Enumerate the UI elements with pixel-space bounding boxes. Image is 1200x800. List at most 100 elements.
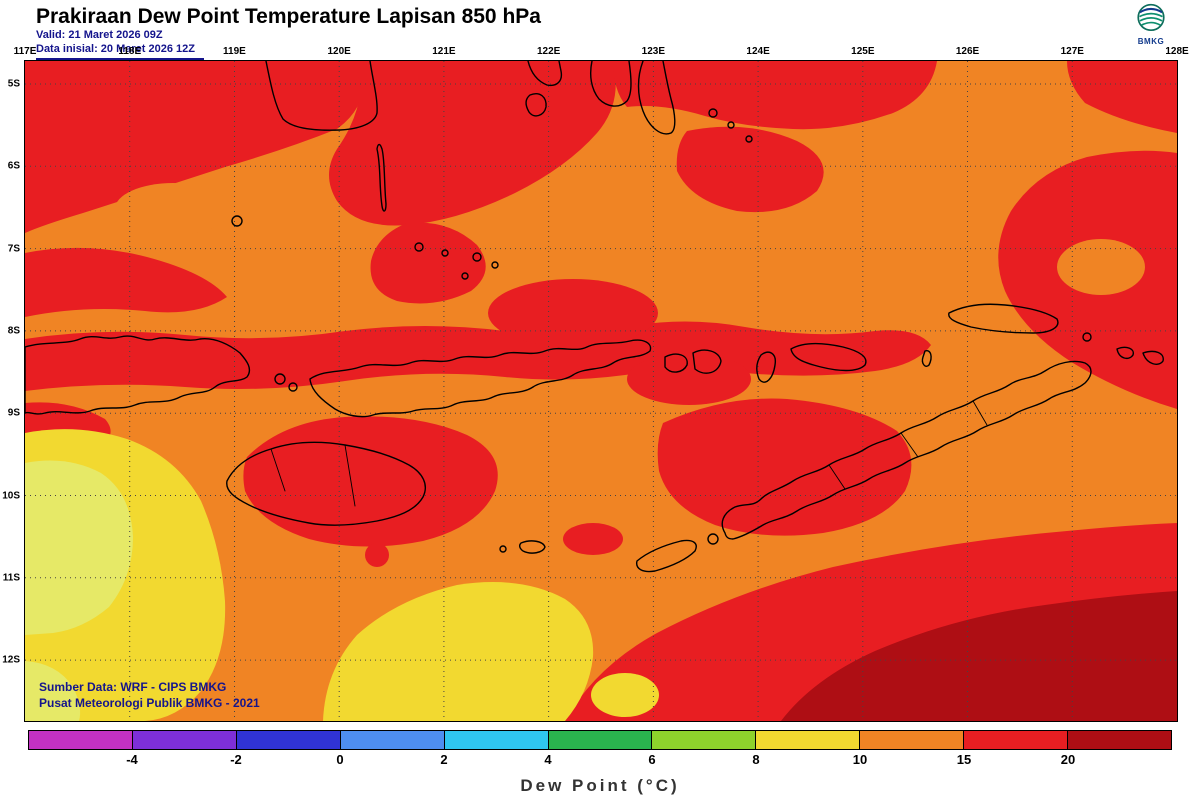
coastline-semau (707, 533, 719, 545)
gridlines (25, 61, 1177, 721)
timor-internal-boundary (900, 432, 919, 458)
dewpoint-map: Sumber Data: WRF - CIPS BMKG Pusat Meteo… (25, 61, 1177, 721)
latitude-label: 10S (2, 490, 20, 501)
coastline-kabaena (525, 93, 547, 117)
coastline-moa (1142, 350, 1164, 365)
credit-org: Pusat Meteorologi Publik BMKG - 2021 (39, 696, 260, 710)
coastlines (25, 61, 1164, 573)
colorbar-segment (756, 731, 861, 749)
bmkg-logo: BMKG (1128, 3, 1174, 46)
coastline-islet (727, 121, 735, 129)
legend: -4 -2 0 2 4 6 8 10 15 20 Dew Point (°C) (28, 730, 1172, 796)
colorbar (28, 730, 1172, 750)
map-area: 117E 118E 119E 120E 121E 122E 123E 124E 125E 126E… (2, 46, 1189, 722)
colorbar-tick-label: 20 (1060, 752, 1076, 767)
coastline-sumba (226, 441, 427, 526)
coastline-buton (637, 61, 676, 135)
colorbar-tick-label: -2 (230, 752, 242, 767)
credit-source: Sumber Data: WRF - CIPS BMKG (39, 680, 226, 694)
longitude-label: 117E (13, 46, 37, 57)
coastline-raijua (499, 545, 507, 553)
colorbar-segment (132, 731, 237, 749)
colorbar-ticks: -4 -2 0 2 4 6 8 10 15 20 (28, 752, 1172, 770)
colorbar-tick-label: 0 (336, 752, 344, 767)
coastline-selayar (376, 143, 387, 212)
bmkg-logo-text: BMKG (1137, 37, 1165, 46)
coastline-rinca (288, 382, 298, 392)
latitude-label: 8S (7, 325, 20, 337)
latitude-label: 5S (7, 78, 20, 90)
coastline-adonara (664, 353, 688, 373)
colorbar-segment (444, 731, 549, 749)
colorbar-segment (860, 731, 965, 749)
coastline-wetar (948, 303, 1059, 334)
latitude-label: 11S (2, 572, 20, 584)
colorbar-tick-label: 10 (852, 752, 868, 767)
header-rule (36, 58, 204, 61)
latitude-label: 7S (7, 243, 20, 255)
colorbar-tick-label: 8 (752, 752, 760, 767)
coastline-savu (519, 540, 546, 554)
coastline-islet (708, 108, 718, 118)
sumba-internal-boundary (270, 448, 286, 492)
colorbar-tick-label: 4 (544, 752, 552, 767)
longitude-label: 123E (641, 46, 666, 57)
coastline-se-sulawesi (527, 61, 563, 87)
latitude-label: 12S (2, 654, 20, 666)
coastline-muna (590, 61, 632, 107)
coastline-alor (790, 342, 867, 372)
coastline-flores (309, 339, 652, 418)
colorbar-segment (548, 731, 653, 749)
contour-yellow-regions (25, 429, 659, 721)
longitude-label: 122E (536, 46, 561, 57)
colorbar-tick-label: 6 (648, 752, 656, 767)
longitude-label: 119E (223, 46, 246, 57)
coastline-pantar (756, 351, 776, 383)
coastline-kisar (1082, 332, 1092, 342)
latitude-label: 9S (7, 407, 20, 419)
longitude-label: 128E (1165, 46, 1189, 57)
longitude-label: 126E (955, 46, 980, 57)
colorbar-tick-label: 2 (440, 752, 448, 767)
coastline-lembata (692, 349, 722, 374)
longitude-label: 118E (118, 46, 142, 57)
colorbar-segment (1068, 731, 1171, 749)
coastline-islet (491, 261, 499, 269)
coastline-islet (472, 252, 482, 262)
sumba-internal-boundary (344, 444, 356, 507)
init-time-label: Data inisial: 20 Maret 2026 12Z (36, 43, 195, 56)
header: Prakiraan Dew Point Temperature Lapisan … (0, 0, 1200, 61)
contour-orange-inliers (115, 183, 1145, 295)
colorbar-tick-label: 15 (956, 752, 972, 767)
longitude-label: 125E (851, 46, 875, 57)
coastline-sw-sulawesi (265, 61, 378, 131)
longitude-label: 127E (1060, 46, 1084, 57)
coastline-leti (1116, 346, 1134, 360)
coastline-rote (636, 539, 697, 573)
page-title: Prakiraan Dew Point Temperature Lapisan … (36, 5, 541, 28)
bmkg-logo-icon (1137, 3, 1165, 32)
colorbar-segment (964, 731, 1069, 749)
coastline-timor (721, 360, 1092, 540)
coastline-islet (414, 242, 424, 252)
colorbar-tick-label: -4 (126, 752, 138, 767)
colorbar-segment (340, 731, 445, 749)
coastline-islet (441, 249, 449, 257)
coastline-sumbawa (25, 335, 251, 415)
coastline-komodo (274, 373, 286, 385)
coastline-islet (461, 272, 469, 280)
coastline-islet (231, 215, 243, 227)
contour-darkred-region (781, 591, 1177, 721)
latitude-label: 6S (7, 160, 20, 172)
coastline-atauro (921, 350, 932, 367)
longitude-label: 120E (327, 46, 351, 57)
valid-time-label: Valid: 21 Maret 2026 09Z (36, 29, 163, 42)
legend-caption: Dew Point (°C) (520, 776, 680, 795)
timor-internal-boundary (972, 400, 988, 426)
coastline-islet (745, 135, 753, 143)
longitude-label: 121E (432, 46, 456, 57)
timor-internal-boundary (828, 464, 846, 490)
colorbar-segment (29, 731, 133, 749)
colorbar-segment (652, 731, 757, 749)
